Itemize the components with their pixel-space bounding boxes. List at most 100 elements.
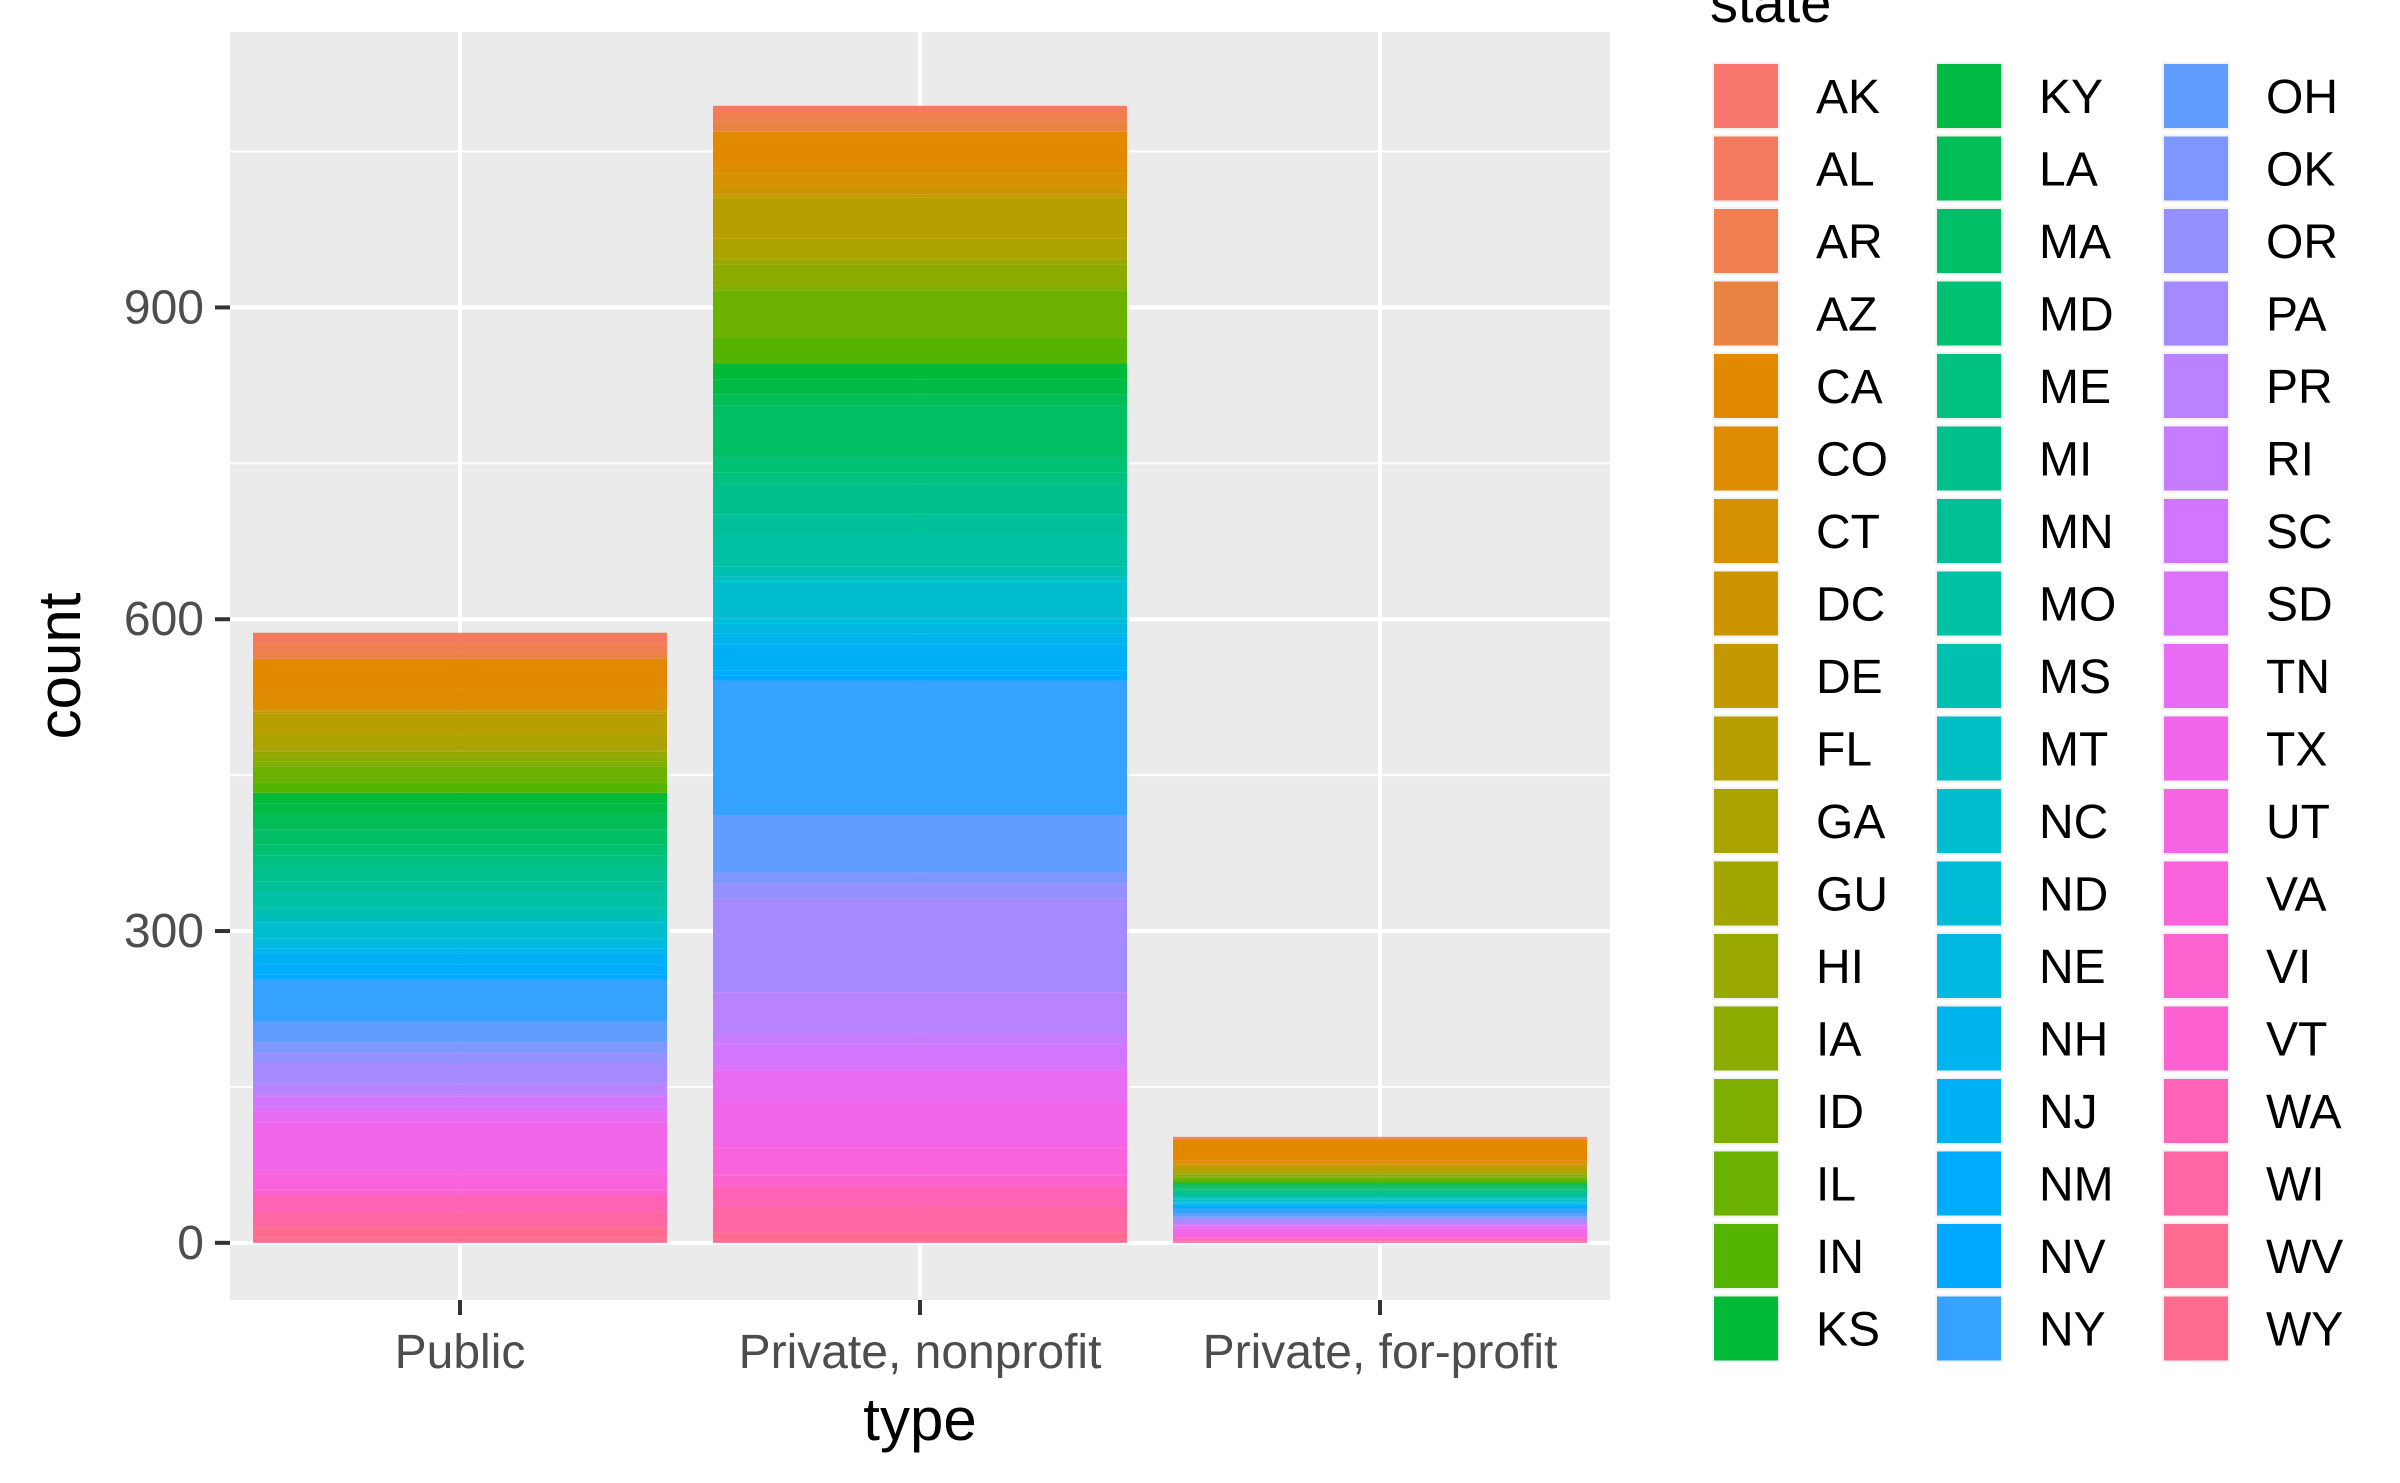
bar-segment-ar xyxy=(1173,1137,1587,1139)
bar-segment-co xyxy=(713,162,1127,174)
bar-segment-nh xyxy=(713,633,1127,645)
legend-item-mo: MO xyxy=(1935,569,2116,638)
legend-label: MD xyxy=(2039,289,2114,342)
bar-segment-dc xyxy=(713,188,1127,195)
legend-key-swatch xyxy=(1714,789,1778,853)
bar-segment-pa xyxy=(253,1063,667,1084)
legend-key-swatch xyxy=(1937,571,2001,636)
legend-label: CO xyxy=(1816,434,1888,487)
legend-label: TX xyxy=(2266,724,2327,777)
bar-segment-ne xyxy=(253,943,667,949)
legend-label: TN xyxy=(2266,651,2330,704)
legend-key-swatch xyxy=(1714,1006,1778,1071)
bar-segment-sd xyxy=(1173,1225,1587,1227)
bar-segment-me xyxy=(713,472,1127,484)
bar-segment-va xyxy=(713,1148,1127,1175)
legend-key-swatch xyxy=(2164,354,2228,418)
bar-segment-ut xyxy=(253,1169,667,1175)
legend-label: OR xyxy=(2266,216,2338,269)
legend-label: MA xyxy=(2039,216,2111,269)
bar-segment-ga xyxy=(253,734,667,751)
legend-item-sd: SD xyxy=(2162,569,2333,638)
legend-label: NJ xyxy=(2039,1086,2098,1139)
bar-segment-ny xyxy=(1173,1208,1587,1214)
bar-segment-nd xyxy=(713,618,1127,624)
legend-key-swatch xyxy=(2164,209,2228,273)
legend-key-swatch xyxy=(1937,499,2001,563)
legend-label: SC xyxy=(2266,506,2333,559)
bar-segment-nj xyxy=(253,953,667,965)
bar-segment-me xyxy=(1173,1189,1587,1191)
bar-segment-vi xyxy=(253,1189,667,1191)
bar-segment-nv xyxy=(1173,1207,1587,1209)
bar-segment-vt xyxy=(713,1175,1127,1186)
bar-segment-ky xyxy=(253,803,667,814)
bar-segment-nv xyxy=(253,974,667,980)
bar-segment-pr xyxy=(713,992,1127,1034)
bar-segment-sc xyxy=(713,1044,1127,1066)
bar-segment-ga xyxy=(713,238,1127,260)
bar-segment-nj xyxy=(713,644,1127,671)
legend-item-ca: CA xyxy=(1712,352,1883,420)
legend-key-swatch xyxy=(2164,426,2228,491)
legend-key-swatch xyxy=(1937,934,2001,998)
bar-segment-in xyxy=(1173,1180,1587,1183)
bar-segment-mi xyxy=(253,865,667,882)
legend-key-swatch xyxy=(2164,281,2228,346)
bar-segment-wi xyxy=(1173,1240,1587,1242)
bar-segment-ct xyxy=(1173,1163,1587,1165)
bar-segment-ca xyxy=(253,658,667,690)
bar-segment-sc xyxy=(1173,1224,1587,1226)
bar-segment-hi xyxy=(1173,1173,1587,1175)
y-tick-label: 0 xyxy=(177,1217,204,1270)
legend-item-wi: WI xyxy=(2162,1149,2325,1218)
bar-segment-la xyxy=(713,394,1127,406)
bar-segment-nh xyxy=(253,948,667,954)
legend-key-swatch xyxy=(1714,1296,1778,1361)
legend-title: state xyxy=(1710,0,1831,34)
bar-segment-sd xyxy=(713,1065,1127,1071)
bar-segment-mi xyxy=(1173,1190,1587,1193)
bar-segment-wv xyxy=(1173,1241,1587,1243)
legend-label: MO xyxy=(2039,579,2116,632)
bar-segment-ms xyxy=(1173,1197,1587,1199)
y-tick-label: 900 xyxy=(124,281,204,334)
bar-segment-al xyxy=(253,632,667,644)
bar-segment-ma xyxy=(1173,1186,1587,1189)
bar-segment-nj xyxy=(1173,1204,1587,1207)
bar-segment-mn xyxy=(253,881,667,892)
bar-segment-sd xyxy=(253,1106,667,1112)
legend: AK AL AR AZ CA CO CT DC DE FL GA GU HI IA ID IL IN KS KY LA… xyxy=(1712,62,2343,1363)
legend-label: UT xyxy=(2266,796,2330,849)
legend-item-nm: NM xyxy=(1935,1149,2114,1218)
bar-segment-me xyxy=(253,855,667,866)
bar-segment-la xyxy=(1173,1184,1587,1187)
bar-segment-il xyxy=(1173,1177,1587,1181)
legend-item-ct: CT xyxy=(1712,497,1880,565)
legend-label: NH xyxy=(2039,1014,2108,1067)
bar-segment-wa xyxy=(713,1185,1127,1207)
bar-segment-ms xyxy=(713,566,1127,577)
legend-label: WI xyxy=(2266,1159,2325,1212)
legend-key-swatch xyxy=(2164,861,2228,926)
bar-segment-ga xyxy=(1173,1171,1587,1174)
bar-segment-al xyxy=(713,105,1127,111)
bar-segment-fl xyxy=(713,197,1127,239)
bar-segment-de xyxy=(713,194,1127,198)
bar-segment-fl xyxy=(1173,1165,1587,1172)
bar-segment-va xyxy=(1173,1234,1587,1238)
bar-segment-al xyxy=(1173,1136,1587,1138)
bar-segment-nd xyxy=(1173,1201,1587,1203)
legend-item-or: OR xyxy=(2162,207,2338,275)
y-tick-label: 600 xyxy=(124,593,204,646)
legend-key-swatch xyxy=(1714,499,1778,563)
bar-segment-mi xyxy=(713,483,1127,515)
bar-segment-wa xyxy=(1173,1238,1587,1241)
bar-segment-ct xyxy=(713,173,1127,189)
bar-segment-ny xyxy=(713,680,1127,816)
bar-segment-az xyxy=(253,653,667,659)
bar-segment-pr xyxy=(253,1083,667,1095)
bar-segment-nd xyxy=(253,938,667,944)
legend-label: WV xyxy=(2266,1231,2343,1284)
bar-segment-or xyxy=(253,1052,667,1064)
